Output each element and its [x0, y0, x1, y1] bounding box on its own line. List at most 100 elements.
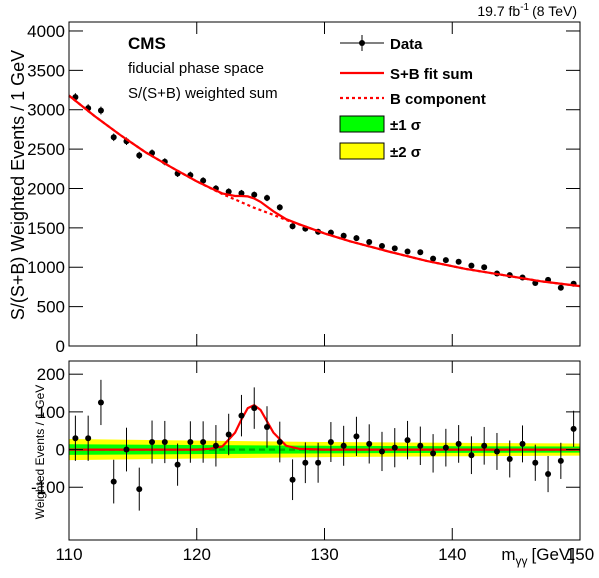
plot-area — [69, 379, 580, 511]
legend-label: ±1 σ — [390, 117, 421, 134]
data-point — [187, 439, 194, 446]
data-point — [557, 284, 564, 291]
data-point — [570, 425, 577, 432]
y-tick-label: 0 — [56, 337, 65, 356]
y-axis-label: Weighted Events / 1 GeV — [33, 385, 47, 520]
x-tick-label: 140 — [438, 545, 466, 564]
data-point — [340, 442, 347, 449]
legend-label: B component — [390, 91, 486, 108]
data-point — [238, 190, 245, 197]
y-tick-label: 1500 — [27, 219, 65, 238]
data-point — [264, 194, 271, 201]
data-point — [251, 191, 258, 198]
data-point — [442, 444, 449, 451]
legend-symbol — [359, 40, 365, 46]
data-point — [417, 442, 424, 449]
x-label-unit: [GeV] — [532, 545, 575, 564]
data-point — [378, 448, 385, 455]
data-point — [161, 439, 168, 446]
y-axis-label: S/(S+B) Weighted Events / 1 GeV — [8, 50, 28, 320]
plot-area — [68, 93, 581, 291]
data-point — [455, 440, 462, 447]
data-point — [97, 399, 104, 406]
data-point — [417, 249, 424, 256]
data-point — [174, 461, 181, 468]
data-point — [72, 435, 79, 442]
data-point — [391, 245, 398, 252]
data-point — [289, 476, 296, 483]
data-point — [225, 188, 232, 195]
fit-line — [68, 94, 581, 288]
lumi: 19.7 fb — [477, 3, 520, 19]
data-point — [200, 177, 207, 184]
data-point — [327, 439, 334, 446]
y-tick-label: 100 — [37, 403, 65, 422]
legend-label: Data — [390, 36, 423, 53]
annotation: fiducial phase space — [128, 60, 264, 77]
data-point — [238, 412, 245, 419]
data-point — [404, 248, 411, 255]
data-point — [136, 486, 143, 493]
legend-symbol — [339, 142, 385, 160]
data-point — [481, 442, 488, 449]
x-tick-label: 130 — [310, 545, 338, 564]
y-tick-label: 0 — [56, 441, 65, 460]
data-point — [493, 448, 500, 455]
data-point — [302, 459, 309, 466]
data-point — [519, 440, 526, 447]
data-point — [136, 152, 143, 159]
data-point — [353, 433, 360, 440]
x-label-subscript: γγ — [516, 554, 528, 568]
legend-label: S+B fit sum — [390, 66, 473, 83]
data-point — [468, 262, 475, 269]
data-point — [391, 444, 398, 451]
data-point — [251, 405, 258, 412]
experiment-label: CMS — [128, 34, 166, 53]
data-point — [430, 450, 437, 457]
data-point — [340, 232, 347, 239]
x-tick-label: 150 — [566, 545, 594, 564]
data-point — [545, 471, 552, 478]
data-point — [378, 242, 385, 249]
fit-line — [68, 94, 581, 288]
y-tick-label: 2000 — [27, 179, 65, 198]
data-point — [85, 435, 92, 442]
x-tick-label: 110 — [55, 545, 82, 564]
data-point — [110, 478, 117, 485]
data-point — [366, 239, 373, 246]
data-point — [506, 455, 513, 462]
y-tick-label: 3000 — [27, 101, 65, 120]
y-tick-label: -100 — [31, 478, 65, 497]
data-point — [225, 431, 232, 438]
y-tick-label: 2500 — [27, 140, 65, 159]
x-axis-label: mγγ [GeV] — [501, 545, 575, 568]
annotation: S/(S+B) weighted sum — [128, 85, 278, 102]
legend-label: ±2 σ — [390, 144, 421, 161]
y-tick-label: 4000 — [27, 22, 65, 41]
y-tick-label: 1000 — [27, 258, 65, 277]
data-point — [455, 258, 462, 265]
x-label-symbol: m — [501, 545, 515, 564]
data-point — [123, 446, 130, 453]
data-point — [200, 439, 207, 446]
lumi-label: 19.7 fb-1 (8 TeV) — [477, 2, 577, 19]
y-tick-label: 500 — [37, 298, 65, 317]
data-point — [212, 442, 219, 449]
data-point — [557, 457, 564, 464]
data-point — [442, 257, 449, 264]
data-point — [430, 255, 437, 262]
data-point — [110, 134, 117, 141]
data-point — [481, 264, 488, 271]
data-point — [276, 439, 283, 446]
y-tick-label: 200 — [37, 365, 65, 384]
data-point — [468, 452, 475, 459]
data-point — [404, 437, 411, 444]
lumi-exponent: -1 — [520, 2, 529, 13]
x-tick-label: 120 — [183, 545, 211, 564]
data-point — [289, 223, 296, 230]
data-point — [532, 459, 539, 466]
data-point — [353, 235, 360, 242]
data-point — [149, 439, 156, 446]
data-point — [97, 107, 104, 114]
lumi-energy: (8 TeV) — [532, 3, 577, 19]
